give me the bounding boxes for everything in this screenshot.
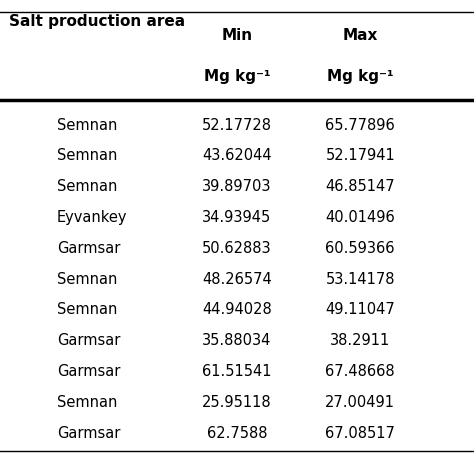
Text: Salt production area: Salt production area <box>9 14 186 29</box>
Text: Semnan: Semnan <box>57 179 117 194</box>
Text: Min: Min <box>221 28 253 44</box>
Text: 44.94028: 44.94028 <box>202 302 272 318</box>
Text: Garmsar: Garmsar <box>57 364 120 379</box>
Text: 25.95118: 25.95118 <box>202 395 272 410</box>
Text: 67.08517: 67.08517 <box>325 426 395 441</box>
Text: Semnan: Semnan <box>57 302 117 318</box>
Text: 40.01496: 40.01496 <box>325 210 395 225</box>
Text: 50.62883: 50.62883 <box>202 241 272 256</box>
Text: 34.93945: 34.93945 <box>202 210 272 225</box>
Text: 62.7588: 62.7588 <box>207 426 267 441</box>
Text: 38.2911: 38.2911 <box>330 333 391 348</box>
Text: Semnan: Semnan <box>57 118 117 133</box>
Text: 61.51541: 61.51541 <box>202 364 272 379</box>
Text: Garmsar: Garmsar <box>57 426 120 441</box>
Text: 27.00491: 27.00491 <box>325 395 395 410</box>
Text: Garmsar: Garmsar <box>57 333 120 348</box>
Text: Mg kg⁻¹: Mg kg⁻¹ <box>327 69 393 84</box>
Text: 35.88034: 35.88034 <box>202 333 272 348</box>
Text: 48.26574: 48.26574 <box>202 272 272 287</box>
Text: 65.77896: 65.77896 <box>325 118 395 133</box>
Text: 49.11047: 49.11047 <box>325 302 395 318</box>
Text: 67.48668: 67.48668 <box>326 364 395 379</box>
Text: Mg kg⁻¹: Mg kg⁻¹ <box>204 69 270 84</box>
Text: 46.85147: 46.85147 <box>326 179 395 194</box>
Text: Semnan: Semnan <box>57 148 117 164</box>
Text: Semnan: Semnan <box>57 272 117 287</box>
Text: Max: Max <box>343 28 378 44</box>
Text: 52.17728: 52.17728 <box>202 118 272 133</box>
Text: Garmsar: Garmsar <box>57 241 120 256</box>
Text: 39.89703: 39.89703 <box>202 179 272 194</box>
Text: Semnan: Semnan <box>57 395 117 410</box>
Text: 52.17941: 52.17941 <box>325 148 395 164</box>
Text: 43.62044: 43.62044 <box>202 148 272 164</box>
Text: 53.14178: 53.14178 <box>326 272 395 287</box>
Text: Eyvankey: Eyvankey <box>57 210 128 225</box>
Text: 60.59366: 60.59366 <box>326 241 395 256</box>
